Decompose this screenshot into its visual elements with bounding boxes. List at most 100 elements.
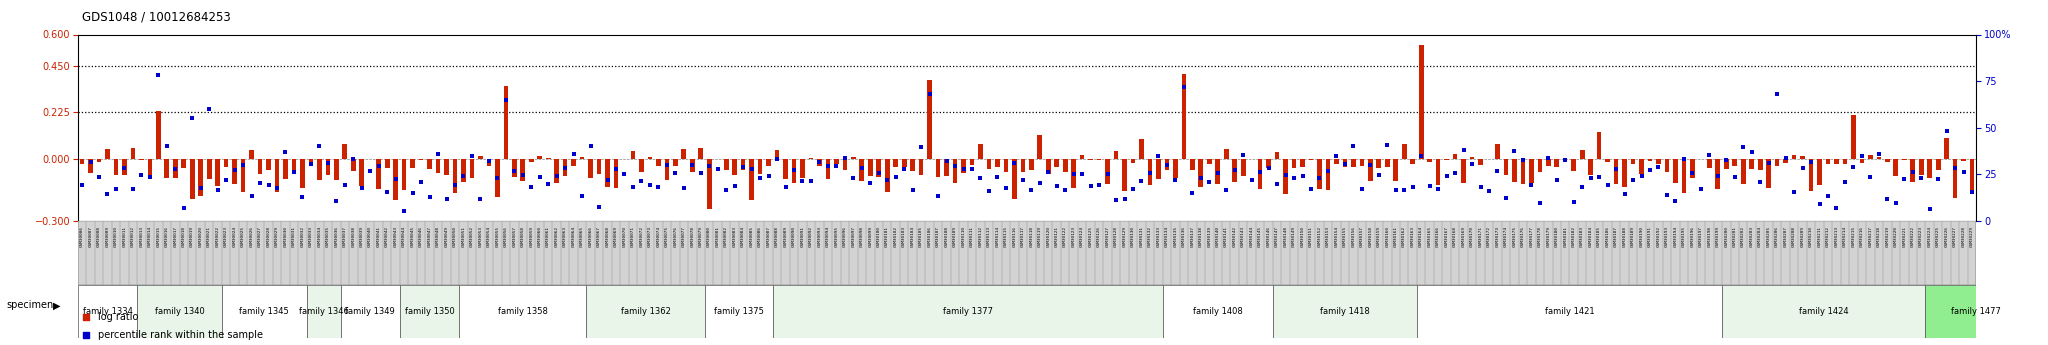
Text: GSM30026: GSM30026: [250, 226, 254, 247]
Point: [1845, 153, 1878, 158]
Point: [1251, 165, 1284, 170]
Point: [616, 185, 649, 190]
Bar: [350, 159, 356, 171]
Bar: [139, 159, 143, 160]
Point: [600, 166, 633, 172]
Point: [870, 177, 903, 183]
Text: GSM30156: GSM30156: [1352, 226, 1356, 247]
Point: [1567, 184, 1599, 190]
Point: [1057, 171, 1090, 177]
Text: GSM30023: GSM30023: [223, 226, 227, 247]
Text: GSM30055: GSM30055: [496, 226, 500, 247]
Text: GSM30204: GSM30204: [1757, 226, 1761, 247]
Bar: [1911, 159, 1915, 182]
Bar: [1784, 159, 1788, 163]
Text: GSM30094: GSM30094: [825, 226, 829, 247]
Point: [1065, 171, 1098, 177]
Bar: [842, 159, 848, 170]
Bar: [655, 159, 662, 166]
Bar: [674, 159, 678, 166]
Text: GSM30062: GSM30062: [555, 226, 559, 247]
Bar: [274, 159, 279, 192]
Text: family 1377: family 1377: [942, 307, 993, 316]
Bar: [1274, 285, 1417, 338]
Text: GSM30127: GSM30127: [1106, 226, 1110, 247]
Text: GSM30009: GSM30009: [106, 226, 109, 247]
Point: [905, 144, 938, 149]
Point: [922, 193, 954, 199]
Bar: [1419, 45, 1423, 159]
Text: GSM30197: GSM30197: [1700, 226, 1702, 247]
Bar: [596, 159, 602, 174]
Point: [1905, 176, 1937, 181]
Text: GSM30108: GSM30108: [944, 226, 948, 247]
Text: GSM30097: GSM30097: [852, 226, 856, 247]
Text: GSM30006: GSM30006: [80, 226, 84, 247]
Bar: [1325, 159, 1331, 190]
Bar: [1411, 159, 1415, 164]
Point: [1346, 187, 1378, 192]
Bar: [723, 159, 729, 170]
Text: family 1362: family 1362: [621, 307, 670, 316]
Point: [514, 184, 547, 190]
Text: GSM30060: GSM30060: [539, 226, 543, 247]
Point: [651, 162, 684, 168]
Point: [387, 209, 420, 214]
Point: [1599, 166, 1632, 171]
Point: [1931, 129, 1964, 134]
Bar: [555, 159, 559, 183]
Text: GSM30077: GSM30077: [682, 226, 686, 247]
Text: GSM30093: GSM30093: [817, 226, 821, 247]
Text: ▶: ▶: [53, 300, 61, 310]
Point: [150, 143, 182, 149]
Point: [668, 186, 700, 191]
Text: GSM30175: GSM30175: [1511, 226, 1516, 247]
Point: [584, 204, 616, 210]
Text: GSM30162: GSM30162: [1403, 226, 1407, 247]
Text: GSM30089: GSM30089: [784, 226, 788, 247]
Text: GSM30065: GSM30065: [580, 226, 584, 247]
Text: GSM30173: GSM30173: [1495, 226, 1499, 247]
Bar: [580, 157, 584, 159]
Text: GSM30160: GSM30160: [1384, 226, 1389, 247]
Point: [795, 178, 827, 184]
Bar: [1606, 159, 1610, 162]
Text: GSM30106: GSM30106: [928, 226, 932, 247]
Text: GSM30157: GSM30157: [1360, 226, 1364, 247]
Bar: [172, 159, 178, 178]
Text: GSM30024: GSM30024: [233, 226, 238, 247]
Point: [362, 164, 395, 169]
Text: GSM30029: GSM30029: [274, 226, 279, 247]
Bar: [1214, 159, 1221, 185]
Bar: [1724, 159, 1729, 169]
Bar: [1012, 159, 1016, 199]
Text: GSM30190: GSM30190: [1640, 226, 1645, 247]
Text: family 1477: family 1477: [1952, 307, 2001, 316]
Point: [1812, 193, 1845, 198]
Point: [100, 186, 133, 191]
Point: [1880, 200, 1913, 206]
Point: [1686, 186, 1718, 192]
Text: GSM30219: GSM30219: [1886, 226, 1890, 247]
Point: [446, 173, 479, 179]
Point: [838, 175, 870, 180]
Bar: [401, 159, 406, 190]
Point: [74, 159, 106, 165]
Text: GSM30195: GSM30195: [1681, 226, 1686, 247]
Text: GSM30100: GSM30100: [877, 226, 881, 247]
Bar: [952, 159, 956, 183]
Bar: [1851, 115, 1855, 159]
Point: [1210, 188, 1243, 193]
Point: [641, 184, 674, 189]
Text: GSM30058: GSM30058: [520, 226, 524, 247]
Point: [1016, 187, 1049, 193]
Text: GSM30144: GSM30144: [1249, 226, 1253, 247]
Bar: [1098, 159, 1102, 160]
Bar: [1919, 159, 1923, 175]
Point: [1321, 154, 1354, 159]
Text: GSM30011: GSM30011: [123, 226, 127, 247]
Point: [1184, 176, 1217, 181]
Bar: [428, 159, 432, 169]
Bar: [909, 159, 915, 171]
Text: family 1346: family 1346: [299, 307, 348, 316]
